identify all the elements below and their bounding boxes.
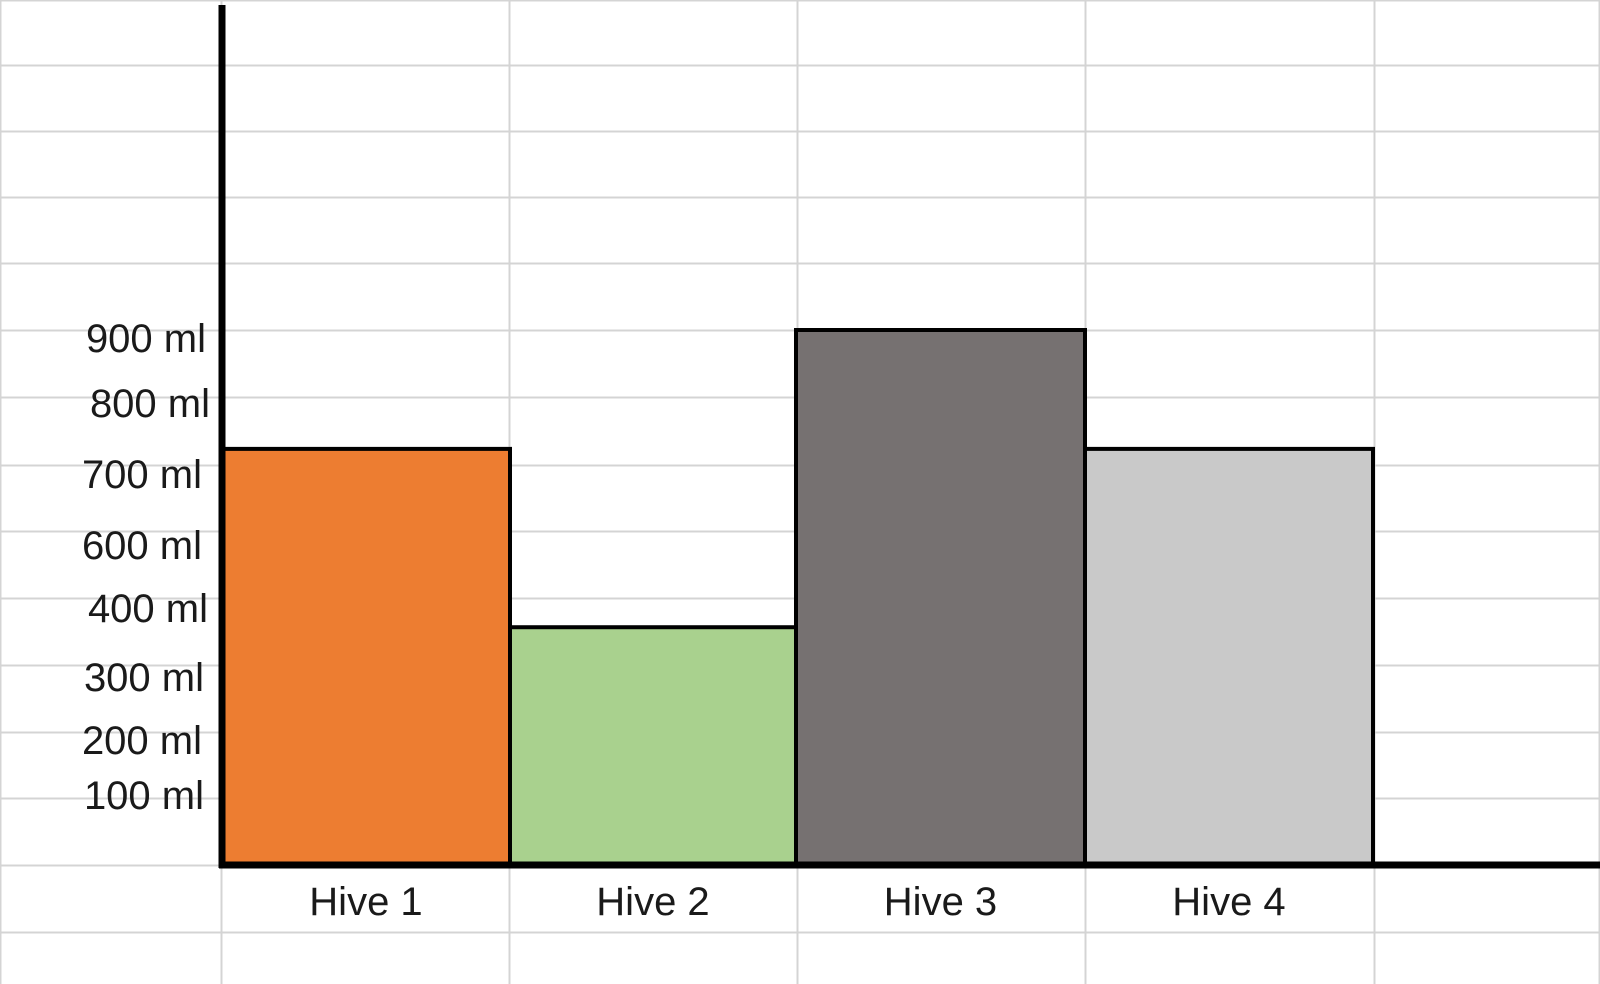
y-tick-labels: 900 ml 800 ml 700 ml 600 ml 400 ml 300 ml 200 …: [82, 317, 210, 818]
bar-hive-1: [220, 446, 512, 867]
bars-group: [220, 328, 1375, 867]
y-tick-label: 700 ml: [82, 453, 202, 497]
x-category-label: Hive 4: [1172, 880, 1285, 924]
bar-hive-3: [794, 328, 1087, 867]
y-tick-label: 400 ml: [88, 587, 208, 631]
bar-hive-2: [508, 625, 798, 867]
x-category-label: Hive 3: [884, 880, 997, 924]
axes-group: [218, 5, 1600, 869]
x-category-label: Hive 1: [309, 880, 422, 924]
y-tick-label: 200 ml: [82, 719, 202, 763]
x-category-label: Hive 2: [596, 880, 709, 924]
x-category-labels: Hive 1 Hive 2 Hive 3 Hive 4: [309, 880, 1285, 924]
y-tick-label: 900 ml: [86, 317, 206, 361]
bar-hive-4: [1083, 446, 1375, 867]
y-tick-label: 800 ml: [90, 382, 210, 426]
y-tick-label: 300 ml: [84, 656, 204, 700]
y-tick-label: 600 ml: [82, 524, 202, 568]
y-tick-label: 100 ml: [84, 774, 204, 818]
